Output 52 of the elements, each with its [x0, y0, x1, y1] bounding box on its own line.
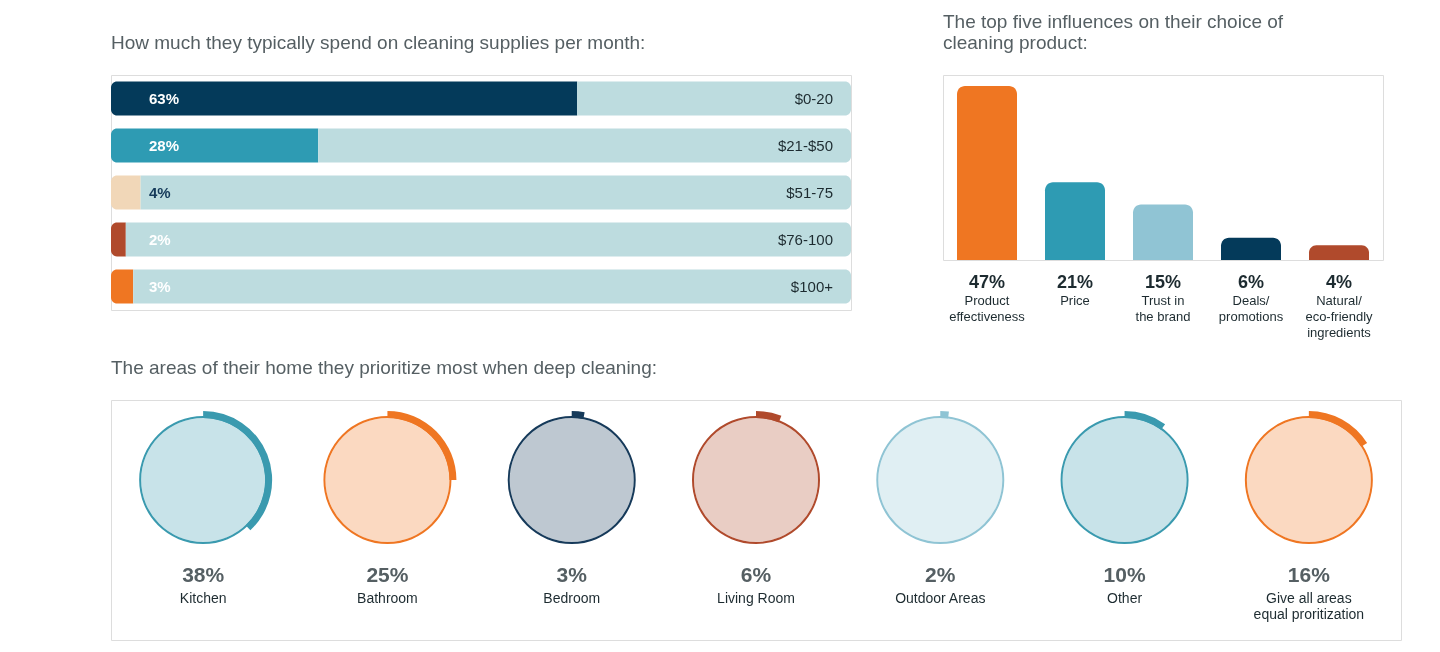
y-tick-label: $76-100: [777, 230, 833, 248]
data-label: 21%: [1056, 272, 1094, 292]
category-label: Bathroom: [357, 590, 418, 606]
bar: [1045, 182, 1105, 260]
data-label: 4%: [149, 183, 171, 201]
x-tick-label: Price: [1060, 292, 1090, 308]
data-label: 25%: [366, 563, 409, 586]
data-label: 10%: [1103, 563, 1146, 586]
bar: [111, 222, 126, 257]
y-tick-label: $100+: [790, 277, 834, 295]
category-label: Bedroom: [543, 590, 601, 606]
data-label: 47%: [968, 272, 1006, 292]
bar: [318, 128, 851, 163]
data-label: 3%: [149, 277, 171, 295]
x-tick-label: Product effectiveness: [949, 292, 1026, 324]
bar: [111, 81, 578, 116]
data-label: 6%: [740, 563, 772, 586]
x-tick-label: Trust in the brand: [1135, 292, 1191, 324]
data-label: 6%: [1237, 272, 1265, 292]
data-label: 28%: [149, 136, 180, 154]
bar: [133, 269, 851, 304]
bar: [111, 128, 319, 163]
data-label: 63%: [149, 89, 180, 107]
bar: [957, 86, 1017, 260]
chart-title: The top five influences on their choice of cleaning product:: [943, 11, 1284, 53]
bar: [577, 81, 851, 116]
data-label: 4%: [1325, 272, 1353, 292]
bar: [1133, 204, 1193, 260]
bar: [1221, 237, 1281, 260]
data-label: 15%: [1144, 272, 1182, 292]
bar: [140, 175, 851, 210]
bar: [1309, 245, 1369, 260]
category-label: Give all areas equal proritization: [1253, 590, 1365, 622]
category-label: Other: [1107, 590, 1143, 606]
data-label: 2%: [149, 230, 171, 248]
data-label: 3%: [556, 563, 588, 586]
category-label: Kitchen: [179, 590, 227, 606]
bar: [111, 269, 134, 304]
data-label: 16%: [1287, 563, 1331, 586]
data-label: 2%: [925, 563, 956, 586]
y-tick-label: $0-20: [794, 89, 833, 107]
bar: [125, 222, 851, 257]
x-tick-label: Deals/ promotions: [1218, 292, 1284, 324]
y-tick-label: $51-75: [786, 183, 833, 201]
x-tick-label: Natural/ eco-friendly ingredients: [1305, 292, 1374, 340]
category-label: Living Room: [717, 590, 795, 606]
category-label: Outdoor Areas: [895, 590, 986, 606]
text: The areas of their home they prioritize most when deep cleaning:: [111, 357, 658, 378]
data-label: 38%: [182, 563, 225, 586]
bar: [111, 175, 141, 210]
chart-title: How much they typically spend on cleaning supplies per month:: [111, 32, 646, 53]
y-tick-label: $21-$50: [777, 136, 833, 154]
